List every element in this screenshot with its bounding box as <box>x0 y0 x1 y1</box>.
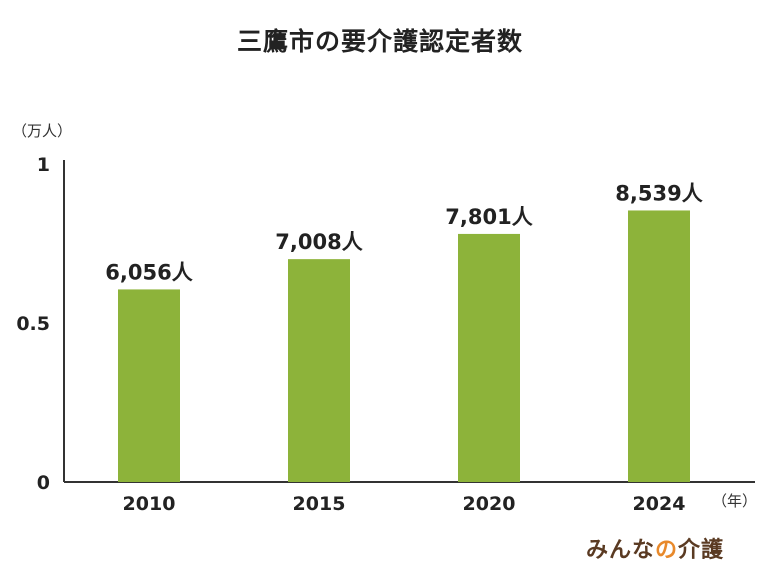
logo-tail: 介護 <box>678 538 725 563</box>
y-tick-label: 0 <box>37 472 50 494</box>
x-axis-unit: （年） <box>712 492 758 510</box>
brand-logo: みんなの介護 <box>586 532 724 564</box>
bar-2015 <box>288 259 350 482</box>
data-label-2015: 7,008人 <box>275 230 362 254</box>
y-axis-unit: （万人） <box>12 122 73 140</box>
chart-title: 三鷹市の要介護認定者数 <box>236 27 523 56</box>
x-tick-label-2020: 2020 <box>463 493 516 515</box>
data-label-2024: 8,539人 <box>615 181 702 205</box>
y-tick-label: 1 <box>37 154 50 176</box>
x-tick-label-2024: 2024 <box>633 493 686 515</box>
logo-main: みんな <box>586 538 656 563</box>
y-tick-label: 0.5 <box>16 313 50 335</box>
x-tick-label-2010: 2010 <box>123 493 176 515</box>
data-label-2010: 6,056人 <box>105 260 192 284</box>
bar-2010 <box>118 289 180 482</box>
x-tick-label-2015: 2015 <box>293 493 346 515</box>
bar-2020 <box>458 233 520 482</box>
data-label-2020: 7,801人 <box>445 205 532 229</box>
bar-2024 <box>628 210 690 483</box>
logo-accent: の <box>655 538 679 563</box>
